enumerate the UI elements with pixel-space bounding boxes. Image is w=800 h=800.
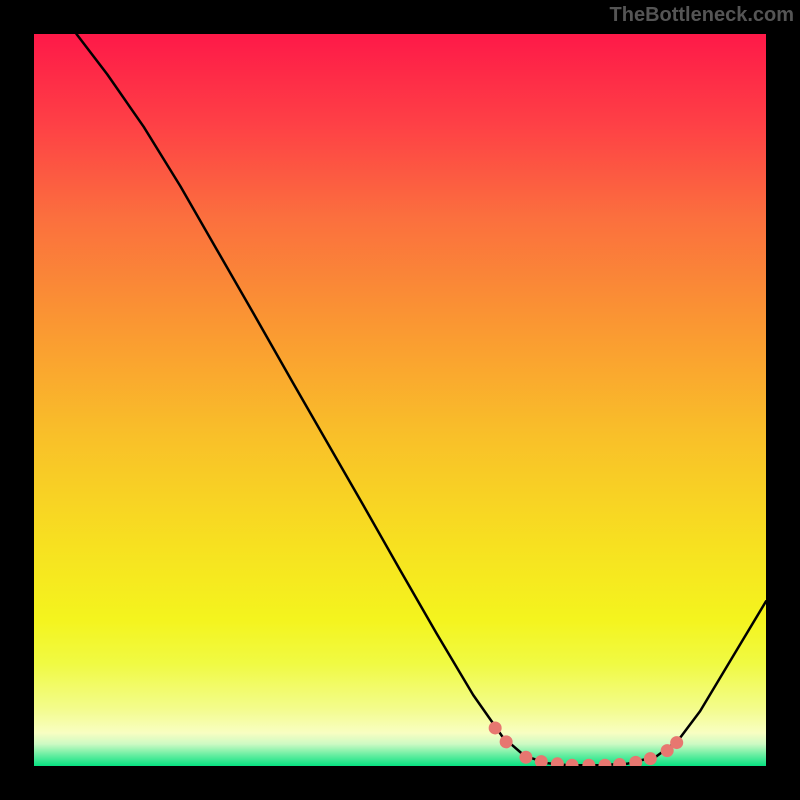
curve-marker: [489, 721, 502, 734]
chart-frame: TheBottleneck.com: [0, 0, 800, 800]
curve-marker: [629, 756, 642, 766]
curve-marker: [670, 736, 683, 749]
curve-marker: [519, 751, 532, 764]
watermark-text: TheBottleneck.com: [610, 4, 794, 27]
plot-area: [34, 34, 766, 766]
curve-marker: [500, 735, 513, 748]
curve-marker: [566, 759, 579, 766]
curve-layer: [34, 34, 766, 766]
curve-markers: [489, 721, 684, 766]
curve-marker: [582, 759, 595, 766]
curve-marker: [551, 757, 564, 766]
curve-marker: [613, 758, 626, 766]
curve-marker: [644, 752, 657, 765]
curve-marker: [535, 755, 548, 766]
bottleneck-curve: [76, 34, 766, 765]
curve-marker: [598, 759, 611, 766]
